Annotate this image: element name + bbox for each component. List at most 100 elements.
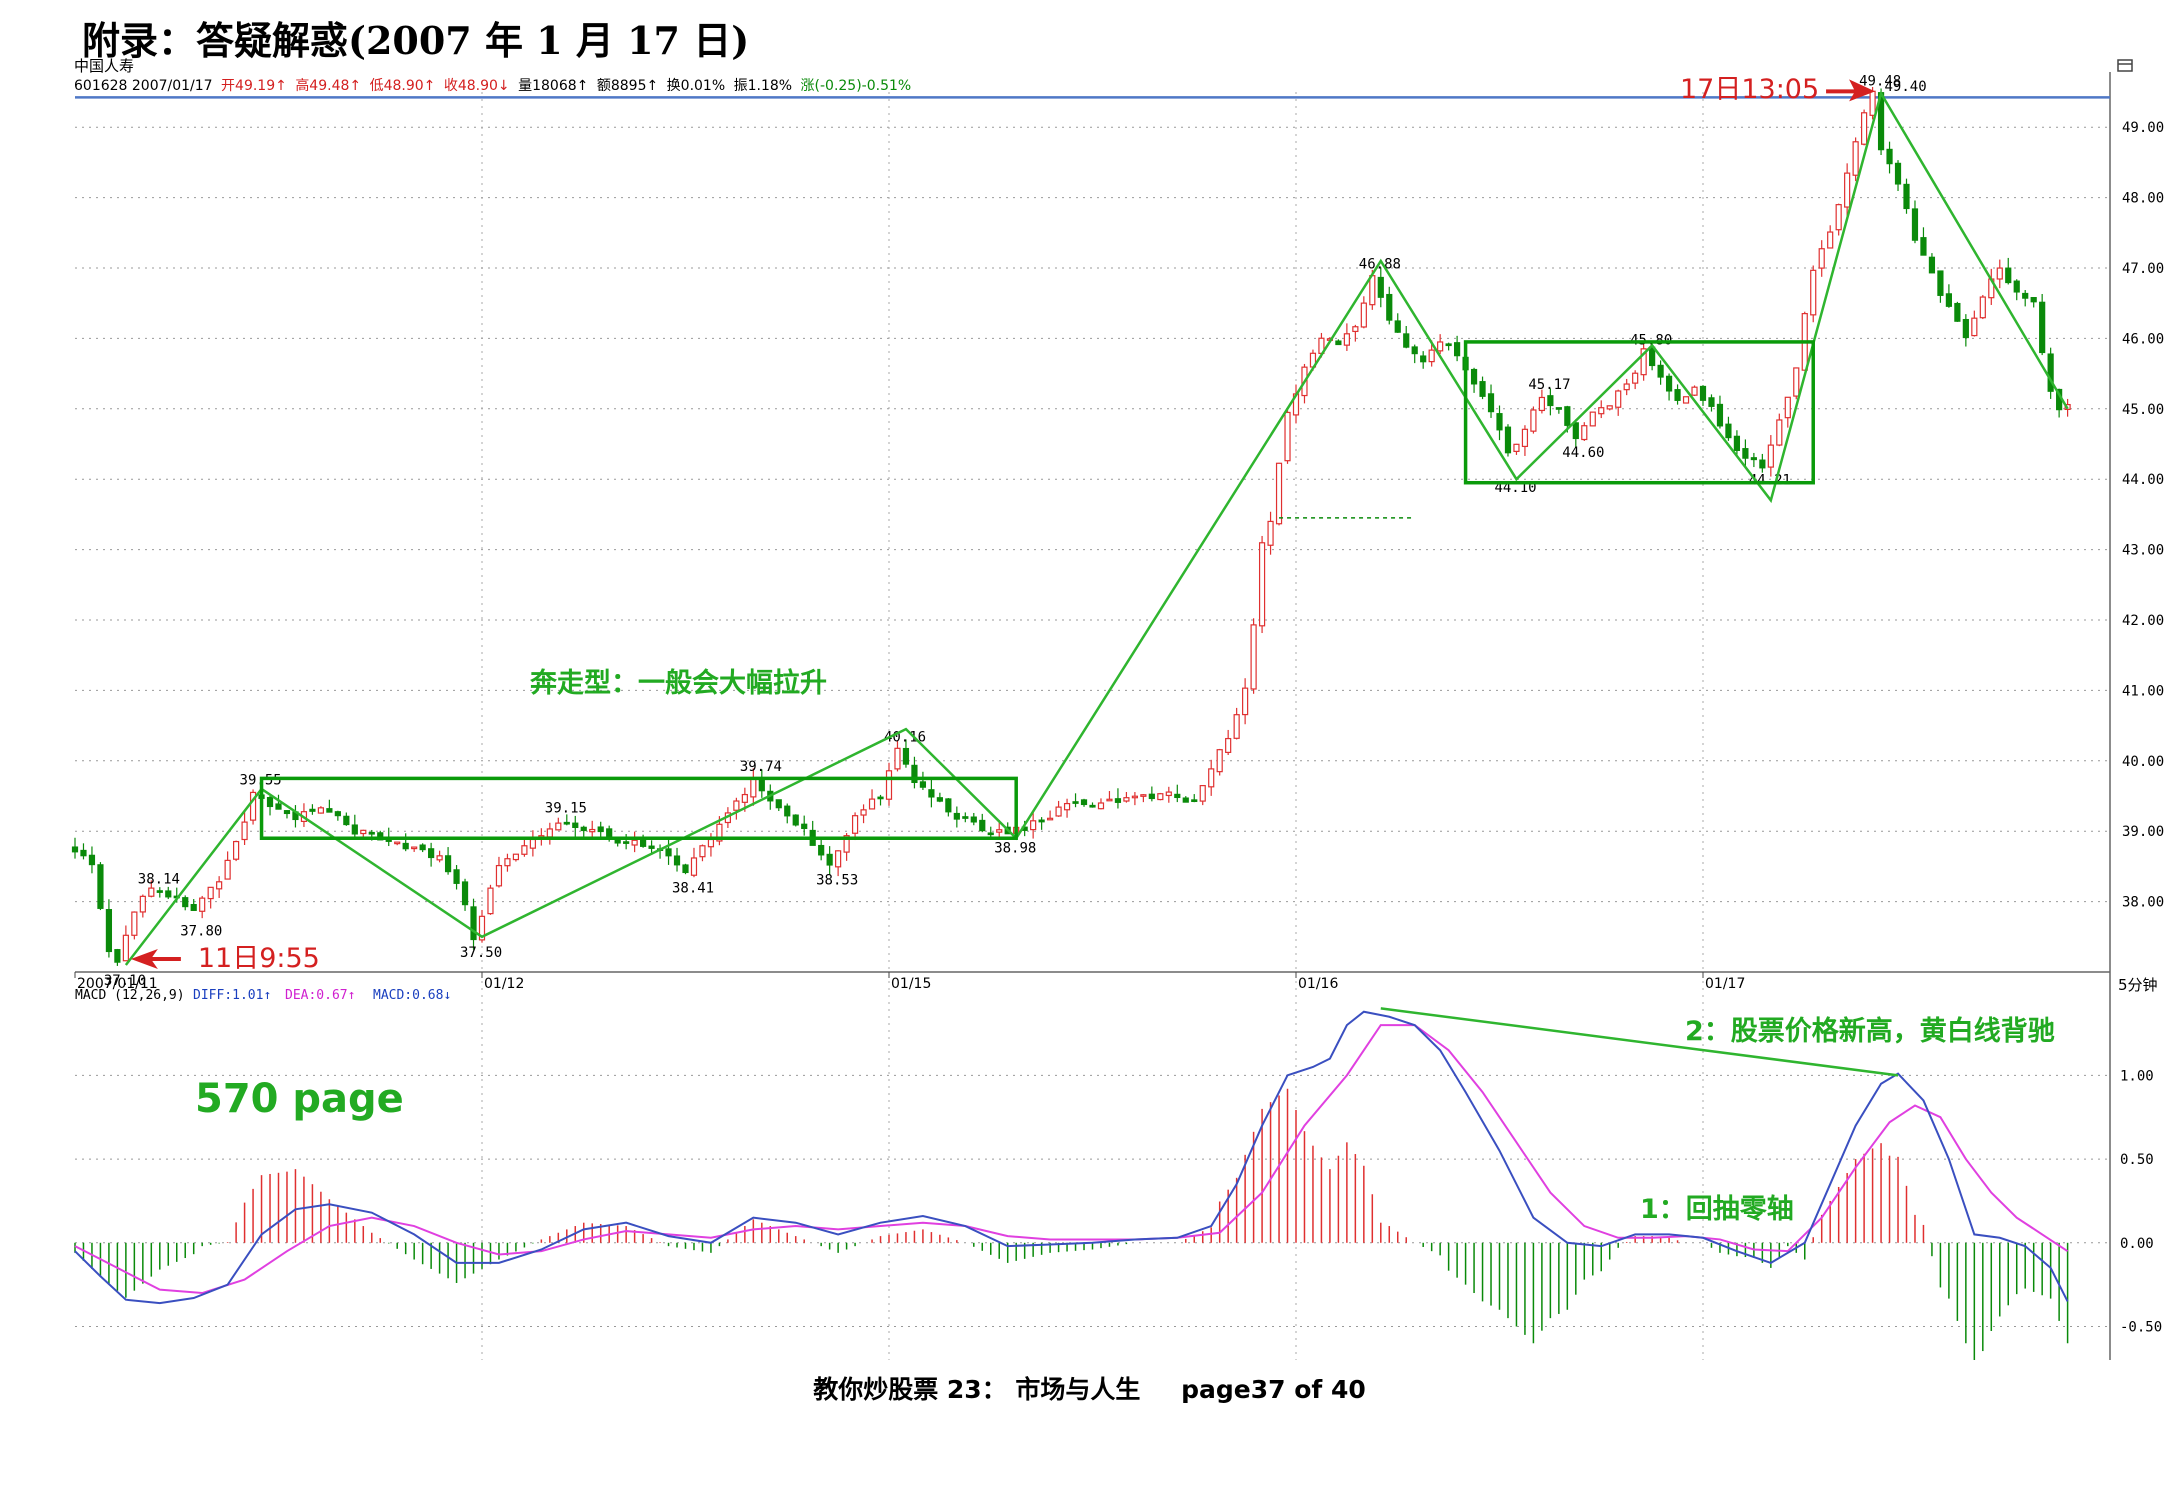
end-time-label: 17日13:05: [1680, 74, 1819, 105]
candle-down: [597, 826, 604, 833]
candle-down: [1742, 448, 1749, 459]
candle-down: [453, 869, 460, 884]
price-extreme-label: 38.53: [816, 872, 858, 888]
candle-down: [1903, 183, 1910, 210]
price-extreme-label: 37.80: [180, 924, 222, 940]
stock-name: 中国人寿: [74, 57, 135, 75]
candle-up: [1589, 411, 1596, 427]
candle-down: [444, 855, 452, 873]
candle-down: [606, 828, 613, 837]
candle-up: [1861, 112, 1868, 145]
candle-up: [1123, 797, 1130, 802]
macd-tick-label: 0.00: [2120, 1236, 2154, 1252]
candle-up: [733, 800, 740, 811]
candle-down: [1174, 793, 1181, 799]
price-extreme-label: 44.60: [1562, 445, 1604, 461]
candle-down: [1191, 799, 1198, 803]
breakaway-annotation: 奔走型：一般会大幅拉升: [530, 667, 827, 699]
candle-down: [351, 824, 358, 835]
candle-down: [580, 826, 587, 832]
candle-up: [1538, 396, 1545, 412]
candle-down: [461, 881, 469, 906]
candle-up: [317, 807, 324, 814]
candle-down: [1411, 346, 1418, 355]
candle-down: [1386, 293, 1393, 321]
candle-down: [987, 832, 994, 836]
candle-up: [1776, 419, 1783, 446]
macd-tick-label: 0.50: [2120, 1152, 2154, 1168]
candle-up: [478, 915, 486, 941]
candle-down: [1335, 340, 1342, 346]
candle-up: [1157, 793, 1164, 801]
candle-down: [71, 846, 79, 853]
candle-down: [1564, 406, 1571, 426]
candle-down: [156, 890, 163, 893]
macd-dea-label: DEA:0.67↑: [285, 988, 355, 1003]
candle-up: [1063, 802, 1071, 811]
candle-up: [1835, 204, 1842, 231]
candle-up: [631, 839, 638, 846]
candle-down: [283, 810, 291, 815]
dea-line: [74, 1024, 2069, 1295]
candle-up: [1360, 302, 1367, 328]
candle-up: [1233, 714, 1240, 739]
candle-down: [1555, 407, 1562, 410]
candle-up: [224, 859, 231, 880]
candle-down: [1886, 148, 1893, 165]
candle-down: [402, 842, 409, 850]
candle-down: [1572, 422, 1579, 440]
price-tick-label: 45.00: [2122, 402, 2164, 418]
candle-up: [1521, 428, 1529, 448]
candle-down: [911, 764, 918, 784]
candle-down: [2047, 353, 2054, 392]
candle-down: [826, 853, 833, 866]
price-extreme-label: 39.15: [545, 801, 587, 817]
annotation-layer: 11日9:55 17日13:05 奔走型：一般会大幅拉升 2：股票价格新高，黄白线背驰…: [124, 74, 2069, 1225]
candle-down: [1911, 208, 1919, 241]
candle-down: [665, 848, 672, 857]
candle-up: [1513, 443, 1520, 452]
candle-down: [1148, 793, 1155, 800]
candle-down: [2005, 267, 2012, 284]
candle-up: [716, 823, 723, 842]
candle-up: [1199, 785, 1206, 802]
price-tick-label: 48.00: [2122, 191, 2164, 207]
divergence-annotation: 2：股票价格新高，黄白线背驰: [1685, 1015, 2055, 1047]
candle-up: [868, 798, 876, 810]
candle-down: [1496, 413, 1503, 431]
candle-down: [1708, 397, 1715, 407]
candle-down: [1894, 162, 1902, 185]
chart-grid: 38.00 39.00 40.00 41.00 42.00 43.00 44.00 45.00…: [74, 72, 2164, 1360]
candle-up: [131, 911, 138, 936]
candle-down: [368, 831, 375, 835]
candle-down: [1470, 368, 1478, 385]
candle-up: [894, 747, 901, 770]
candle-down: [1080, 799, 1088, 806]
window-icon[interactable]: [2117, 59, 2133, 72]
footer-page-number: page37 of 40: [1181, 1375, 1366, 1404]
candle-down: [470, 906, 477, 941]
candle-down: [1377, 276, 1384, 298]
price-tick-label: 49.00: [2122, 120, 2164, 136]
candle-down: [682, 864, 689, 874]
candle-down: [182, 897, 189, 908]
candle-up: [1844, 172, 1851, 208]
candle-up: [495, 864, 503, 887]
candle-up: [1979, 296, 1986, 319]
candle-up: [996, 829, 1003, 833]
chart-canvas[interactable]: 38.00 39.00 40.00 41.00 42.00 43.00 44.00 45.00…: [0, 0, 2179, 1360]
candle-up: [122, 934, 129, 962]
candle-down: [1759, 459, 1766, 469]
candle-up: [1682, 396, 1690, 404]
candle-up: [148, 887, 155, 897]
quote-info-line: 601628 2007/01/17 开49.19↑ 高49.48↑ 低48.90…: [74, 75, 915, 95]
candle-up: [1996, 267, 2003, 280]
price-tick-label: 47.00: [2122, 261, 2164, 277]
divergence-line: [1380, 1007, 1899, 1077]
macd-diff-label: DIFF:1.01↑: [193, 988, 271, 1003]
candle-down: [1403, 333, 1410, 348]
candle-up: [249, 791, 257, 821]
candle-up: [1810, 269, 1817, 316]
candle-down: [419, 844, 426, 851]
consolidation-box: [259, 776, 1018, 840]
